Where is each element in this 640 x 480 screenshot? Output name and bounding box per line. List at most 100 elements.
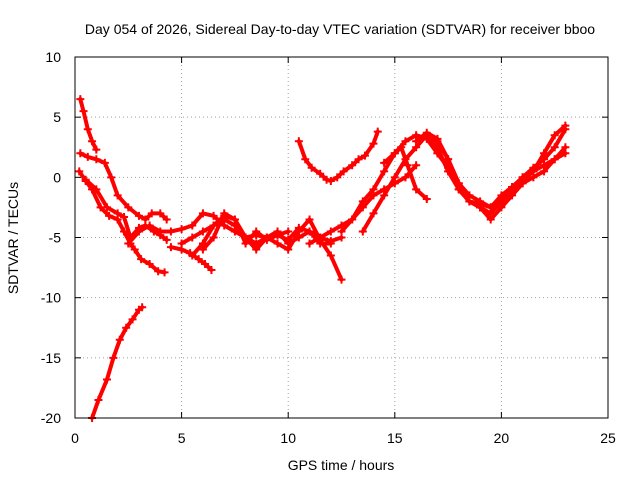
data-point: [358, 227, 367, 236]
data-point: [550, 131, 559, 140]
data-point: [401, 173, 410, 182]
x-tick-label: 10: [280, 430, 296, 446]
data-point: [122, 323, 131, 332]
series-trace-1: [76, 95, 101, 154]
data-point: [198, 209, 207, 218]
series-trace-5: [88, 303, 147, 422]
data-point: [262, 233, 271, 242]
data-point: [198, 245, 207, 254]
data-point: [339, 167, 348, 176]
data-point: [380, 167, 389, 176]
y-tick-label: 0: [53, 169, 61, 185]
data-point: [201, 259, 210, 268]
y-tick-label: -5: [49, 230, 62, 246]
data-point: [166, 243, 175, 252]
data-point: [92, 155, 101, 164]
data-point: [326, 227, 335, 236]
data-point: [113, 191, 122, 200]
data-point: [305, 215, 314, 224]
data-point: [486, 215, 495, 224]
data-point: [540, 149, 549, 158]
data-point: [156, 227, 165, 236]
data-point: [412, 137, 421, 146]
data-point: [194, 255, 203, 264]
data-point: [162, 235, 171, 244]
data-point: [476, 203, 485, 212]
data-point: [422, 131, 431, 140]
data-point: [284, 235, 293, 244]
chart-title: Day 054 of 2026, Sidereal Day-to-day VTE…: [85, 21, 595, 37]
data-point: [252, 245, 261, 254]
data-point: [486, 203, 495, 212]
x-tick-label: 15: [387, 430, 403, 446]
data-point: [322, 175, 331, 184]
data-point: [188, 251, 197, 260]
data-point: [284, 227, 293, 236]
data-point: [294, 227, 303, 236]
data-point: [422, 194, 431, 203]
data-series: [75, 95, 570, 422]
data-point: [177, 225, 186, 234]
x-tick-label: 20: [494, 430, 510, 446]
series-line: [90, 305, 145, 420]
y-tick-label: -15: [41, 350, 61, 366]
series-trace-2: [76, 149, 171, 224]
y-tick-label: 5: [53, 109, 61, 125]
data-point: [454, 185, 463, 194]
data-point: [397, 143, 406, 152]
data-point: [209, 221, 218, 230]
data-point: [162, 215, 171, 224]
data-point: [166, 227, 175, 236]
data-point: [433, 134, 442, 143]
data-point: [177, 239, 186, 248]
data-point: [380, 158, 389, 167]
data-point: [444, 161, 453, 170]
data-point: [390, 149, 399, 158]
data-point: [294, 137, 303, 146]
data-point: [354, 155, 363, 164]
data-point: [390, 173, 399, 182]
data-point: [337, 275, 346, 284]
data-point: [403, 161, 412, 170]
data-point: [508, 185, 517, 194]
data-point: [273, 231, 282, 240]
data-point: [301, 155, 310, 164]
data-point: [79, 107, 88, 116]
data-point: [550, 143, 559, 152]
data-point: [307, 163, 316, 172]
data-point: [358, 197, 367, 206]
data-point: [83, 152, 92, 161]
data-point: [369, 139, 378, 148]
data-point: [138, 303, 147, 312]
data-point: [348, 161, 357, 170]
data-point: [100, 158, 109, 167]
data-point: [316, 233, 325, 242]
series-line: [382, 145, 429, 201]
data-point: [433, 149, 442, 158]
data-point: [326, 176, 335, 185]
data-point: [550, 155, 559, 164]
data-point: [284, 245, 293, 254]
x-tick-label: 0: [71, 430, 79, 446]
data-point: [83, 125, 92, 134]
series-line: [424, 127, 568, 216]
data-point: [124, 203, 133, 212]
data-point: [102, 375, 111, 384]
data-point: [369, 209, 378, 218]
data-point: [369, 185, 378, 194]
data-point: [76, 149, 85, 158]
x-tick-label: 5: [178, 430, 186, 446]
data-point: [373, 127, 382, 136]
x-axis-label: GPS time / hours: [288, 457, 395, 473]
series-trace-20: [497, 121, 570, 206]
data-point: [540, 161, 549, 170]
series-trace-10: [198, 209, 346, 284]
data-point: [109, 353, 118, 362]
data-point: [305, 227, 314, 236]
data-point: [412, 161, 421, 170]
data-point: [273, 239, 282, 248]
data-point: [130, 245, 139, 254]
data-point: [380, 191, 389, 200]
y-tick-label: 10: [45, 49, 61, 65]
data-point: [160, 268, 169, 277]
